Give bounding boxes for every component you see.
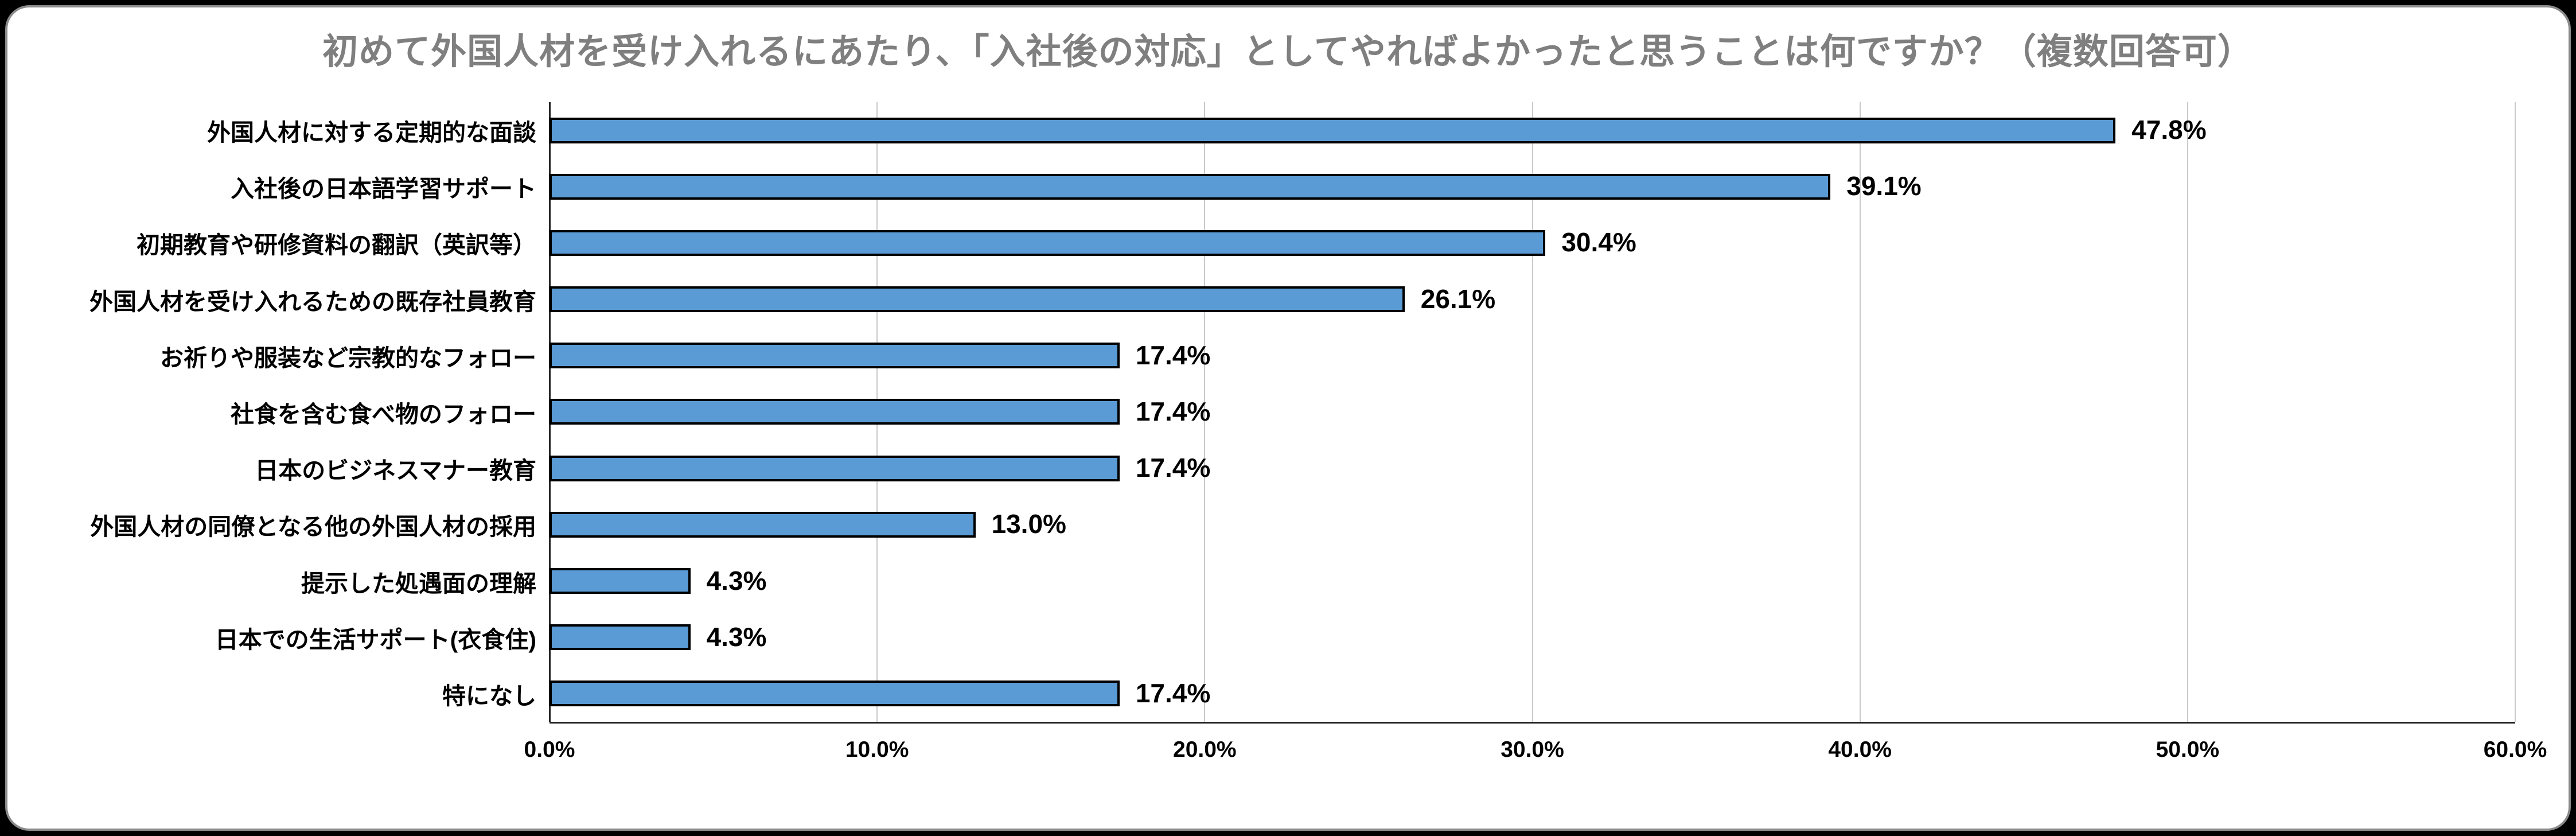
bar-row: 17.4% xyxy=(550,666,2515,722)
value-label: 39.1% xyxy=(1846,171,1922,201)
bar xyxy=(550,624,691,651)
bar-row: 26.1% xyxy=(550,271,2515,328)
category-label: 提示した処遇面の理解 xyxy=(301,570,536,597)
x-tick-label: 10.0% xyxy=(845,737,909,762)
value-label: 17.4% xyxy=(1135,453,1211,483)
value-label: 17.4% xyxy=(1135,396,1211,426)
bar xyxy=(550,399,1120,425)
chart-title: 初めて外国人材を受け入れるにあたり、「入社後の対応」としてやればよかったと思うこ… xyxy=(322,32,2254,72)
x-axis-tick-labels: 0.0% 10.0% 20.0% 30.0% 40.0% 50.0% 60.0% xyxy=(524,737,2547,772)
plot-area: 47.8% 39.1% 30.4% 26.1% 17.4% 17.4% 17.4% 13.0%… xyxy=(549,102,2516,724)
category-label: お祈りや服装など宗教的なフォロー xyxy=(160,344,536,371)
value-label: 4.3% xyxy=(706,621,767,652)
bar xyxy=(550,117,2116,143)
bar-row: 30.4% xyxy=(550,215,2515,271)
bar xyxy=(550,681,1120,707)
bar-row: 17.4% xyxy=(550,384,2515,440)
bar-row: 39.1% xyxy=(550,158,2515,215)
category-axis: 外国人材に対する定期的な面談入社後の日本語学習サポート初期教育や研修資料の翻訳（… xyxy=(30,102,536,722)
bar-row: 17.4% xyxy=(550,328,2515,384)
value-label: 30.4% xyxy=(1561,227,1636,258)
bar xyxy=(550,455,1120,481)
value-label: 13.0% xyxy=(991,509,1066,539)
gridline xyxy=(1204,102,1206,722)
category-label: 日本での生活サポート(衣食住) xyxy=(215,626,536,653)
bar-row: 4.3% xyxy=(550,609,2515,666)
bar-row: 17.4% xyxy=(550,440,2515,496)
value-label: 17.4% xyxy=(1135,678,1211,708)
x-tick-label: 20.0% xyxy=(1173,737,1237,762)
x-tick-label: 30.0% xyxy=(1501,737,1564,762)
x-tick-label: 50.0% xyxy=(2156,737,2220,762)
value-label: 26.1% xyxy=(1420,283,1496,314)
gridline xyxy=(1531,102,1533,722)
gridline xyxy=(1859,102,1861,722)
x-tick-label: 60.0% xyxy=(2483,737,2547,762)
value-label: 4.3% xyxy=(706,565,767,596)
x-tick-label: 40.0% xyxy=(1828,737,1892,762)
category-label: 外国人材に対する定期的な面談 xyxy=(207,119,536,146)
value-label: 47.8% xyxy=(2131,114,2207,145)
bar xyxy=(550,230,1546,256)
category-label: 特になし xyxy=(442,682,536,709)
gridline xyxy=(2187,102,2188,722)
x-axis-line xyxy=(550,722,2515,724)
category-label: 外国人材の同僚となる他の外国人材の採用 xyxy=(90,514,536,541)
bar-row: 4.3% xyxy=(550,553,2515,609)
bar-row: 47.8% xyxy=(550,102,2515,158)
bar-row: 13.0% xyxy=(550,496,2515,553)
category-label: 初期教育や研修資料の翻訳（英訳等） xyxy=(137,232,536,259)
bar xyxy=(550,343,1120,369)
category-label: 入社後の日本語学習サポート xyxy=(231,176,536,203)
bar xyxy=(550,173,1831,200)
x-tick-label: 0.0% xyxy=(524,737,575,762)
category-label: 外国人材を受け入れるための既存社員教育 xyxy=(89,288,536,315)
value-label: 17.4% xyxy=(1135,340,1211,370)
bar xyxy=(550,568,691,594)
category-label: 日本のビジネスマナー教育 xyxy=(255,457,536,484)
chart-card: 初めて外国人材を受け入れるにあたり、「入社後の対応」としてやればよかったと思うこ… xyxy=(5,5,2571,831)
bar xyxy=(550,511,976,538)
category-label: 社食を含む食べ物のフォロー xyxy=(231,400,536,427)
gridline xyxy=(2515,102,2516,722)
bar xyxy=(550,286,1405,313)
